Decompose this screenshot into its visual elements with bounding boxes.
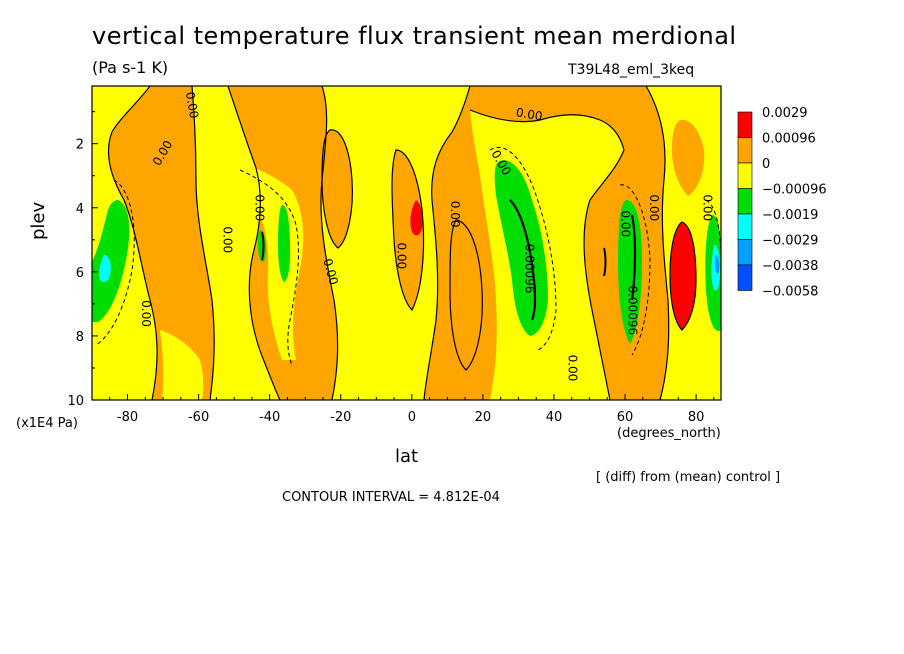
- contour-label: 0.00: [448, 201, 462, 228]
- colorbar-swatch: [737, 137, 753, 164]
- y-axis-ticks: 2 4 6 8 10: [67, 111, 98, 409]
- x-tick-label: 60: [617, 410, 634, 425]
- x-axis-label: lat: [395, 446, 419, 467]
- field-island-orange-2: [392, 150, 424, 310]
- field-island-orange-1: [322, 129, 353, 248]
- y-axis-units: (x1E4 Pa): [16, 416, 78, 431]
- colorbar-label: 0.00096: [762, 132, 816, 147]
- contour-solid-10: [449, 219, 483, 371]
- contour-dashed-2: [239, 169, 299, 366]
- colorbar-swatch: [737, 213, 753, 240]
- field-positive-red-2: [410, 200, 423, 236]
- x-tick-label: 0: [408, 410, 416, 425]
- colorbar-swatch: [737, 188, 753, 215]
- contour-thick-1: [509, 199, 537, 321]
- contour-label: 0.00096: [523, 244, 537, 294]
- x-tick-label: 20: [475, 410, 492, 425]
- contour-fill-layer: [92, 86, 721, 400]
- contour-thick-2: [630, 214, 637, 301]
- x-tick-label: 40: [546, 410, 563, 425]
- colorbar-label: −0.0058: [762, 285, 818, 300]
- contour-solid-1: [107, 86, 158, 400]
- contour-label: 0.00: [700, 194, 714, 221]
- contour-solid-4: [320, 86, 339, 400]
- contour-solid-11: [669, 221, 697, 331]
- y-tick-label: 10: [67, 394, 84, 409]
- contour-thick-4: [603, 247, 607, 277]
- x-axis-ticks: -80 -60 -40 -20 0 20 40 60 80: [91, 394, 715, 425]
- contour-label: 0.00: [221, 226, 235, 253]
- colorbar-swatch: [737, 264, 753, 291]
- colorbar-label: −0.0038: [762, 259, 818, 274]
- contour-label: 0.00: [139, 300, 153, 327]
- contour-dashed-5: [705, 199, 721, 261]
- y-tick-label: 6: [76, 266, 84, 281]
- contour-thick-3: [261, 231, 265, 261]
- contour-solid-5: [423, 86, 471, 400]
- contour-solid-2: [191, 86, 215, 400]
- x-axis-units: (degrees_north): [617, 426, 721, 441]
- x-tick-label: -60: [188, 410, 209, 425]
- colorbar-label: −0.0029: [762, 234, 818, 249]
- contour-solid-9: [391, 149, 425, 312]
- field-negative-blue-1: [715, 255, 720, 274]
- colorbar-swatch: [737, 111, 753, 138]
- contour-label: 0.00096: [626, 285, 640, 335]
- colorbar-swatch: [737, 239, 753, 266]
- field-negative-green-3: [618, 200, 642, 344]
- colorbar-label: 0: [762, 157, 770, 172]
- x-tick-label: -20: [330, 410, 351, 425]
- contour-label: 0.00: [183, 91, 201, 120]
- contour-label: 0.00: [619, 210, 633, 237]
- colorbar-label: −0.0019: [762, 208, 818, 223]
- colorbar-label: 0.0029: [762, 106, 808, 121]
- diff-note: [ (diff) from (mean) control ]: [596, 470, 781, 485]
- y-tick-label: 8: [76, 330, 84, 345]
- contour-interval: CONTOUR INTERVAL = 4.812E-04: [282, 490, 500, 505]
- colorbar-swatch: [737, 162, 753, 189]
- field-negative-green-1: [92, 200, 130, 322]
- contour-solid-8: [321, 129, 353, 249]
- field-negative-cyan-1: [99, 255, 111, 283]
- plot-frame: [91, 85, 722, 401]
- contour-label-layer: 0.00 0.00 0.00 0.00 0.00 0.00 0.00 0.00 0.00 0.00…: [139, 91, 714, 382]
- contour-dashed-4: [619, 184, 651, 356]
- field-band-yellow-7: [160, 330, 204, 400]
- colorbar-label: −0.00096: [762, 183, 827, 198]
- run-label: T39L48_eml_3keq: [568, 62, 695, 78]
- contour-label: 0.00: [395, 242, 409, 269]
- contour-solid-3: [227, 86, 281, 400]
- x-tick-label: -80: [117, 410, 138, 425]
- colorbar: 0.0029 0.00096 0 −0.00096 −0.0019 −0.0029 −0.0…: [737, 106, 827, 300]
- contour-label: 0.00: [565, 355, 579, 382]
- chart-title: vertical temperature flux transient mean…: [92, 22, 737, 50]
- contour-label: 0.00: [253, 194, 267, 221]
- contour-label: 0.00: [647, 194, 661, 221]
- contour-solid-7: [645, 86, 670, 400]
- contour-solid-6: [469, 109, 625, 400]
- y-tick-label: 4: [76, 202, 84, 217]
- field-negative-green-5: [278, 205, 290, 282]
- field-positive-red-1: [670, 222, 696, 330]
- x-tick-label: 80: [688, 410, 705, 425]
- contour-label: 0.00: [320, 257, 340, 286]
- x-tick-label: -40: [259, 410, 280, 425]
- contour-line-layer: [95, 86, 721, 400]
- field-island-orange-4: [450, 220, 483, 370]
- y-tick-label: 2: [76, 138, 84, 153]
- contour-label: 0.00: [515, 105, 544, 123]
- contour-dashed-3: [489, 146, 557, 351]
- field-island-orange-3: [672, 119, 705, 196]
- chart-units: (Pa s-1 K): [92, 58, 169, 77]
